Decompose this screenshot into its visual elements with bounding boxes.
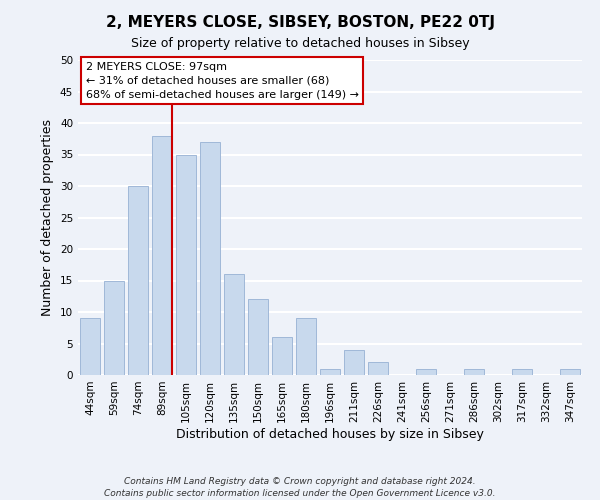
Bar: [200, 142, 220, 375]
Bar: [464, 368, 484, 375]
Bar: [152, 136, 172, 375]
Text: 2, MEYERS CLOSE, SIBSEY, BOSTON, PE22 0TJ: 2, MEYERS CLOSE, SIBSEY, BOSTON, PE22 0T…: [106, 15, 494, 30]
Bar: [272, 337, 292, 375]
Bar: [416, 368, 436, 375]
Bar: [104, 280, 124, 375]
X-axis label: Distribution of detached houses by size in Sibsey: Distribution of detached houses by size …: [176, 428, 484, 440]
Y-axis label: Number of detached properties: Number of detached properties: [41, 119, 55, 316]
Bar: [560, 368, 580, 375]
Bar: [368, 362, 388, 375]
Text: Contains HM Land Registry data © Crown copyright and database right 2024.
Contai: Contains HM Land Registry data © Crown c…: [104, 476, 496, 498]
Bar: [344, 350, 364, 375]
Bar: [128, 186, 148, 375]
Text: 2 MEYERS CLOSE: 97sqm
← 31% of detached houses are smaller (68)
68% of semi-deta: 2 MEYERS CLOSE: 97sqm ← 31% of detached …: [86, 62, 359, 100]
Bar: [80, 318, 100, 375]
Bar: [176, 154, 196, 375]
Text: Size of property relative to detached houses in Sibsey: Size of property relative to detached ho…: [131, 38, 469, 51]
Bar: [224, 274, 244, 375]
Bar: [296, 318, 316, 375]
Bar: [512, 368, 532, 375]
Bar: [320, 368, 340, 375]
Bar: [248, 300, 268, 375]
